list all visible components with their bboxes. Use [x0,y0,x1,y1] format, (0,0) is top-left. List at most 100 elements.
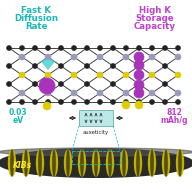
Ellipse shape [165,150,167,176]
Circle shape [71,72,77,78]
Circle shape [19,54,25,60]
Circle shape [123,72,129,78]
Circle shape [137,99,142,105]
Circle shape [134,52,144,62]
Circle shape [137,81,142,87]
Circle shape [111,99,116,105]
Circle shape [149,72,155,78]
Ellipse shape [0,149,192,177]
Text: auxeticity: auxeticity [83,130,109,135]
Circle shape [149,90,155,96]
Circle shape [123,90,129,96]
Ellipse shape [39,150,41,176]
Ellipse shape [93,150,99,176]
Ellipse shape [36,150,44,176]
Circle shape [98,46,103,50]
Text: 812: 812 [166,108,182,117]
Ellipse shape [95,150,97,176]
Circle shape [111,64,116,68]
Circle shape [175,72,181,78]
Ellipse shape [137,150,139,176]
Circle shape [134,88,144,98]
Text: Capacity: Capacity [134,22,176,31]
Circle shape [98,99,103,105]
Ellipse shape [53,150,55,176]
Text: 0.03: 0.03 [9,108,27,117]
Circle shape [84,99,89,105]
Circle shape [123,46,128,50]
Circle shape [32,99,37,105]
Circle shape [97,90,103,96]
Circle shape [59,64,64,68]
Circle shape [84,64,89,68]
Text: High K: High K [139,6,171,15]
Circle shape [175,90,181,96]
Ellipse shape [176,150,184,176]
Ellipse shape [79,150,85,176]
Ellipse shape [151,150,153,176]
Circle shape [134,60,144,70]
Ellipse shape [25,150,27,176]
Circle shape [32,81,37,87]
Ellipse shape [148,150,156,176]
Circle shape [111,46,116,50]
Circle shape [45,54,51,60]
Ellipse shape [81,150,83,176]
Bar [72,151,120,164]
Circle shape [150,46,155,50]
Circle shape [45,90,51,96]
Circle shape [32,64,37,68]
Ellipse shape [65,150,71,176]
Circle shape [122,101,130,109]
Ellipse shape [123,150,125,176]
Circle shape [134,70,144,80]
Circle shape [7,46,12,50]
Text: KIBs: KIBs [12,160,31,170]
Ellipse shape [0,148,192,156]
Circle shape [7,99,12,105]
Circle shape [123,54,129,60]
Circle shape [20,46,25,50]
Circle shape [32,46,37,50]
Text: eV: eV [12,116,24,125]
Circle shape [137,46,142,50]
Text: Fast K: Fast K [21,6,51,15]
Circle shape [97,72,103,78]
Circle shape [71,54,77,60]
Circle shape [46,99,50,105]
Circle shape [19,72,25,78]
Circle shape [71,46,76,50]
Circle shape [162,99,167,105]
Circle shape [137,64,142,68]
Circle shape [45,72,51,78]
Ellipse shape [8,150,16,176]
FancyBboxPatch shape [79,110,113,126]
Circle shape [150,99,155,105]
Text: mAh/g: mAh/g [160,116,188,125]
Circle shape [59,46,64,50]
Circle shape [20,99,25,105]
Circle shape [149,54,155,60]
Ellipse shape [121,150,127,176]
Circle shape [7,64,12,68]
Circle shape [71,90,77,96]
Circle shape [71,99,76,105]
Circle shape [97,54,103,60]
Circle shape [19,90,25,96]
Ellipse shape [135,150,142,176]
Circle shape [135,101,143,109]
Text: Rate: Rate [25,22,47,31]
Ellipse shape [107,150,113,176]
Ellipse shape [179,150,181,176]
Ellipse shape [109,150,111,176]
Circle shape [175,54,181,60]
Circle shape [84,81,89,87]
Ellipse shape [11,150,13,176]
Circle shape [134,80,144,90]
Ellipse shape [162,150,170,176]
Circle shape [39,78,55,94]
Ellipse shape [50,150,57,176]
Circle shape [162,46,167,50]
Circle shape [43,102,51,110]
Circle shape [175,99,180,105]
